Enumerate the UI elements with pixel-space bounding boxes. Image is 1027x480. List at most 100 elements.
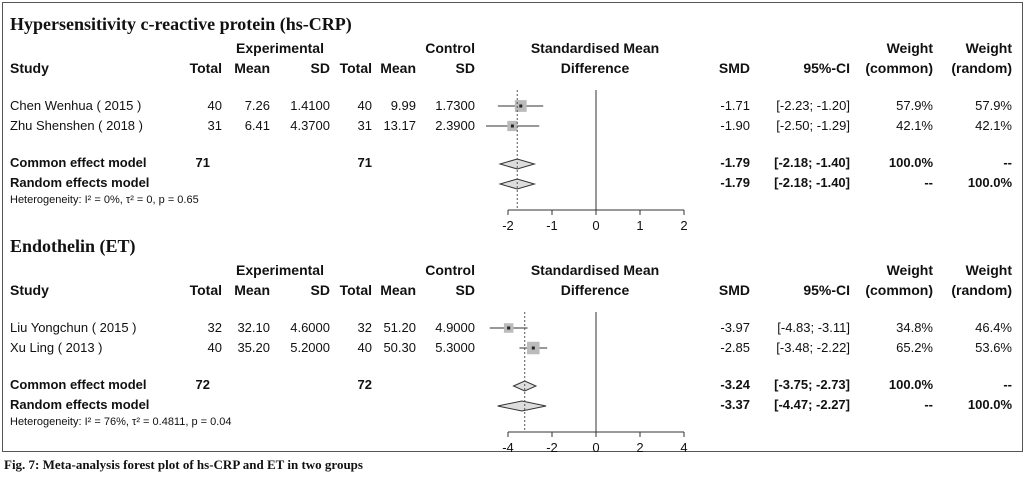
header-c-sd: SD (455, 282, 475, 298)
common-c-total: 72 (357, 377, 372, 392)
c-sd: 2.3900 (435, 118, 475, 133)
heterogeneity-text: Heterogeneity: I² = 76%, τ² = 0.4811, p … (10, 416, 232, 428)
study-name: Xu Ling ( 2013 ) (10, 340, 103, 355)
common-weight-random: -- (1003, 377, 1012, 392)
study-point (510, 124, 514, 128)
study-weight-common: 34.8% (896, 320, 933, 335)
study-weight-common: 65.2% (896, 340, 933, 355)
e-mean: 7.26 (244, 98, 270, 113)
common-smd: -1.79 (720, 155, 750, 170)
header-study: Study (10, 282, 49, 298)
c-total: 40 (357, 98, 372, 113)
e-total: 40 (207, 98, 222, 113)
common-ci: [-3.75; -2.73] (774, 377, 850, 392)
study-smd: -2.85 (720, 340, 750, 355)
c-mean: 51.20 (383, 320, 416, 335)
random-diamond (497, 400, 547, 412)
c-total: 32 (357, 320, 372, 335)
x-axis-tick-label: 0 (592, 218, 599, 233)
header-weight-random: Weight (965, 40, 1012, 56)
c-mean: 13.17 (383, 118, 416, 133)
study-name: Liu Yongchun ( 2015 ) (10, 320, 137, 335)
header-smd-difference: Difference (560, 282, 630, 298)
x-axis-tick-label: 2 (636, 440, 643, 455)
header-control: Control (425, 262, 475, 278)
e-mean: 32.10 (237, 320, 270, 335)
header-smd: SMD (718, 60, 750, 76)
c-sd: 1.7300 (435, 98, 475, 113)
common-weight-random: -- (1003, 155, 1012, 170)
common-model-label: Common effect model (10, 377, 147, 392)
common-model-label: Common effect model (10, 155, 147, 170)
header-c-mean: Mean (380, 282, 416, 298)
header-ci: 95%-CI (803, 60, 850, 76)
header-experimental: Experimental (236, 40, 324, 56)
header-ci: 95%-CI (803, 282, 850, 298)
c-total: 40 (357, 340, 372, 355)
header-c-mean: Mean (380, 60, 416, 76)
study-weight-common: 42.1% (896, 118, 933, 133)
e-sd: 4.3700 (290, 118, 330, 133)
x-axis-tick-label: 1 (636, 218, 643, 233)
study-ci: [-2.50; -1.29] (776, 118, 850, 133)
x-axis-tick-label: -2 (502, 218, 514, 233)
header-c-total: Total (339, 282, 372, 298)
study-smd: -1.71 (720, 98, 750, 113)
header-control: Control (425, 40, 475, 56)
e-mean: 6.41 (244, 118, 270, 133)
header-e-sd: SD (310, 282, 330, 298)
study-point (507, 326, 511, 330)
study-ci: [-3.48; -2.22] (776, 340, 850, 355)
header-smd-title: Standardised Mean (530, 40, 660, 56)
heterogeneity-text: Heterogeneity: I² = 0%, τ² = 0, p = 0.65 (10, 194, 199, 206)
random-weight-random: 100.0% (967, 175, 1012, 190)
header-random: (random) (951, 282, 1012, 298)
c-total: 31 (357, 118, 372, 133)
header-common: (common) (865, 282, 933, 298)
study-weight-random: 57.9% (975, 98, 1012, 113)
c-mean: 50.30 (383, 340, 416, 355)
study-weight-random: 42.1% (975, 118, 1012, 133)
panel-title: Hypersensitivity c-reactive protein (hs-… (10, 14, 352, 34)
study-name: Zhu Shenshen ( 2018 ) (10, 118, 143, 133)
study-weight-random: 46.4% (975, 320, 1012, 335)
header-e-total: Total (189, 282, 222, 298)
e-total: 40 (207, 340, 222, 355)
common-e-total: 72 (195, 377, 210, 392)
x-axis-tick-label: 0 (592, 440, 599, 455)
header-c-total: Total (339, 60, 372, 76)
header-e-mean: Mean (234, 282, 270, 298)
x-axis-tick-label: -4 (502, 440, 514, 455)
header-e-mean: Mean (234, 60, 270, 76)
random-model-label: Random effects model (10, 397, 150, 412)
common-weight-common: 100.0% (888, 377, 933, 392)
figure-frame (2, 2, 1023, 452)
random-weight-random: 100.0% (967, 397, 1012, 412)
common-c-total: 71 (357, 155, 372, 170)
study-weight-common: 57.9% (896, 98, 933, 113)
header-smd-difference: Difference (560, 60, 630, 76)
header-c-sd: SD (455, 60, 475, 76)
c-sd: 4.9000 (435, 320, 475, 335)
header-e-total: Total (189, 60, 222, 76)
figure-caption: Fig. 7: Meta-analysis forest plot of hs-… (4, 457, 363, 472)
random-smd: -1.79 (720, 175, 750, 190)
study-ci: [-2.23; -1.20] (776, 98, 850, 113)
header-e-sd: SD (310, 60, 330, 76)
header-smd: SMD (718, 282, 750, 298)
e-sd: 4.6000 (290, 320, 330, 335)
random-ci: [-2.18; -1.40] (774, 175, 850, 190)
study-point (519, 104, 523, 108)
e-total: 31 (207, 118, 222, 133)
header-study: Study (10, 60, 49, 76)
e-mean: 35.20 (237, 340, 270, 355)
x-axis-tick-label: 2 (680, 218, 687, 233)
study-point (531, 346, 535, 350)
common-e-total: 71 (195, 155, 210, 170)
study-smd: -3.97 (720, 320, 750, 335)
study-smd: -1.90 (720, 118, 750, 133)
e-sd: 1.4100 (290, 98, 330, 113)
c-mean: 9.99 (390, 98, 416, 113)
panel-title: Endothelin (ET) (10, 236, 136, 256)
